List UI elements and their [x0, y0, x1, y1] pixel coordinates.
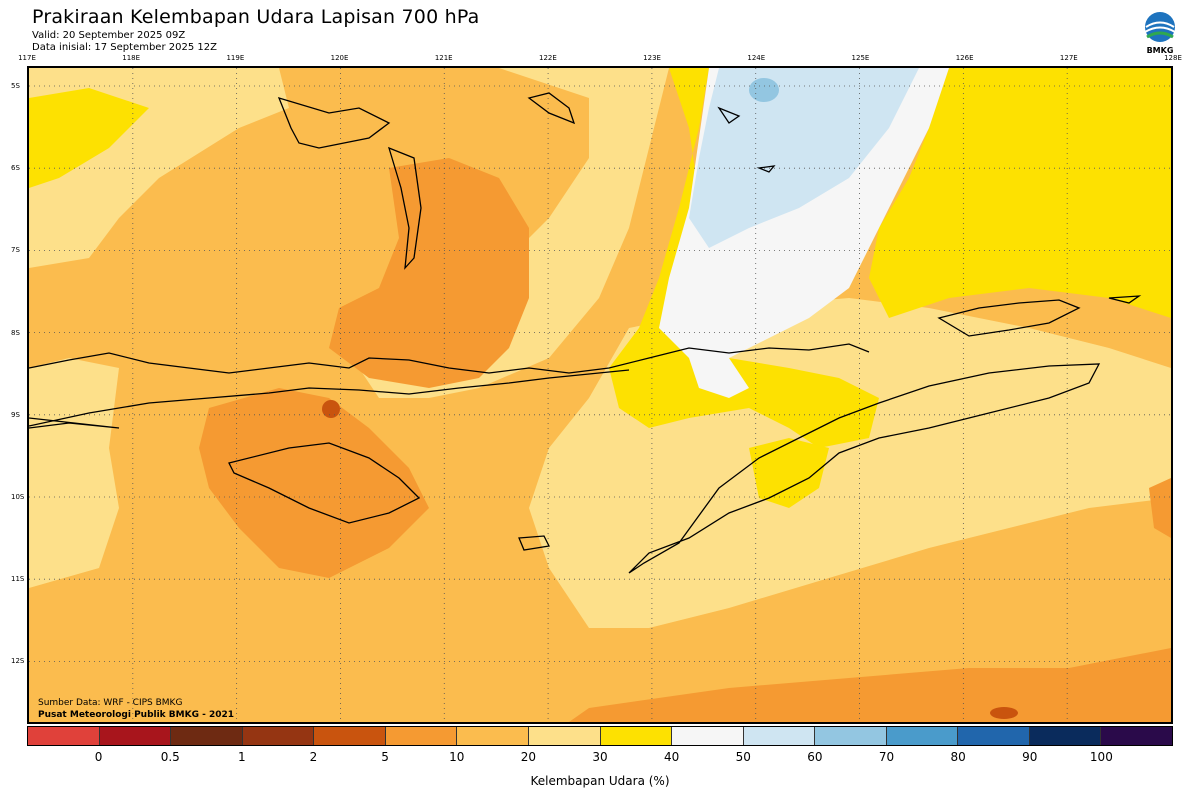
- colorbar-tick: 60: [807, 750, 823, 764]
- lon-label: 124E: [747, 54, 766, 62]
- field-orange-south: [569, 648, 1171, 722]
- field-blue-spot: [749, 78, 779, 102]
- field-yellow-northwest: [29, 88, 149, 188]
- lon-label: 125E: [851, 54, 870, 62]
- field-white-strait: [689, 358, 749, 398]
- field-dark-spot-2: [990, 707, 1018, 719]
- colorbar-tick: 5: [381, 750, 389, 764]
- colorbar-label: Kelembapan Udara (%): [530, 774, 670, 788]
- lon-label: 127E: [1059, 54, 1078, 62]
- colorbar-segment: [314, 727, 386, 745]
- lat-label: 9S: [11, 410, 20, 419]
- field-yellow-islands: [749, 438, 829, 508]
- lon-label: 122E: [539, 54, 557, 62]
- bmkg-logo-icon: BMKG: [1140, 10, 1180, 56]
- lat-label: 8S: [11, 328, 20, 337]
- lat-label: 6S: [11, 164, 20, 173]
- lon-label: 118E: [122, 54, 141, 62]
- field-pale-south: [29, 358, 119, 588]
- field-dark-spot-1: [322, 400, 340, 418]
- colorbar-tick: 1: [238, 750, 246, 764]
- lon-label: 128E: [1164, 54, 1182, 62]
- field-orange-east: [1149, 478, 1171, 538]
- colorbar-segment: [528, 727, 601, 745]
- colorbar-tick: 0.5: [160, 750, 180, 764]
- colorbar-tick: 0: [94, 750, 103, 764]
- colorbar: [27, 726, 1173, 746]
- source-org: Pusat Meteorologi Publik BMKG - 2021: [38, 710, 235, 720]
- logo-text: BMKG: [1147, 46, 1174, 55]
- lon-label: 123E: [643, 54, 661, 62]
- lat-label: 10S: [11, 493, 25, 501]
- colorbar-tick: 2: [309, 750, 318, 764]
- map-title: Prakiraan Kelembapan Udara Lapisan 700 h…: [32, 6, 480, 28]
- colorbar-tick: 70: [878, 750, 895, 764]
- colorbar-segment: [815, 727, 887, 745]
- colorbar-segment: [958, 727, 1030, 745]
- lat-label: 12S: [11, 657, 25, 666]
- colorbar-segment: [457, 727, 529, 745]
- lon-label: 117E: [18, 54, 36, 62]
- lon-label: 119E: [226, 54, 245, 62]
- field-light-blue: [689, 68, 919, 248]
- valid-time: Valid: 20 September 2025 09Z: [32, 30, 186, 41]
- colorbar-segment: [1101, 727, 1172, 745]
- colorbar-segment: [886, 727, 959, 745]
- colorbar-segment: [99, 727, 172, 745]
- field-yellow-center: [609, 68, 879, 448]
- field-orange-center: [329, 158, 529, 388]
- colorbar-segment: [600, 727, 673, 745]
- field-yellow-east: [869, 68, 1171, 318]
- colorbar-tick: 80: [950, 750, 966, 764]
- colorbar-segment: [385, 727, 458, 745]
- lon-label: 126E: [955, 54, 974, 62]
- colorbar-tick: 100: [1089, 750, 1113, 764]
- colorbar-tick: 90: [1022, 750, 1038, 764]
- colorbar-tick: 30: [592, 750, 608, 764]
- colorbar-tick: 40: [663, 750, 680, 764]
- colorbar-tick: 20: [520, 750, 537, 764]
- source-data: Sumber Data: WRF - CIPS BMKG: [38, 698, 183, 708]
- colorbar-segment: [743, 727, 816, 745]
- colorbar-segment: [28, 727, 100, 745]
- lat-label: 11S: [11, 575, 25, 584]
- colorbar-segment: [1029, 727, 1102, 745]
- lon-label: 121E: [434, 54, 453, 62]
- colorbar-tick: 10: [449, 750, 465, 764]
- colorbar-segment: [672, 727, 744, 745]
- lat-label: 7S: [11, 246, 20, 255]
- colorbar-segment: [242, 727, 315, 745]
- colorbar-segment: [171, 727, 243, 745]
- lon-label: 120E: [330, 54, 349, 62]
- lat-label: 5S: [11, 82, 20, 90]
- initial-time: Data inisial: 17 September 2025 12Z: [32, 42, 217, 53]
- humidity-map: [27, 66, 1173, 724]
- colorbar-tick: 50: [735, 750, 751, 764]
- coastlines: [29, 92, 1142, 574]
- field-orange-west: [199, 388, 429, 578]
